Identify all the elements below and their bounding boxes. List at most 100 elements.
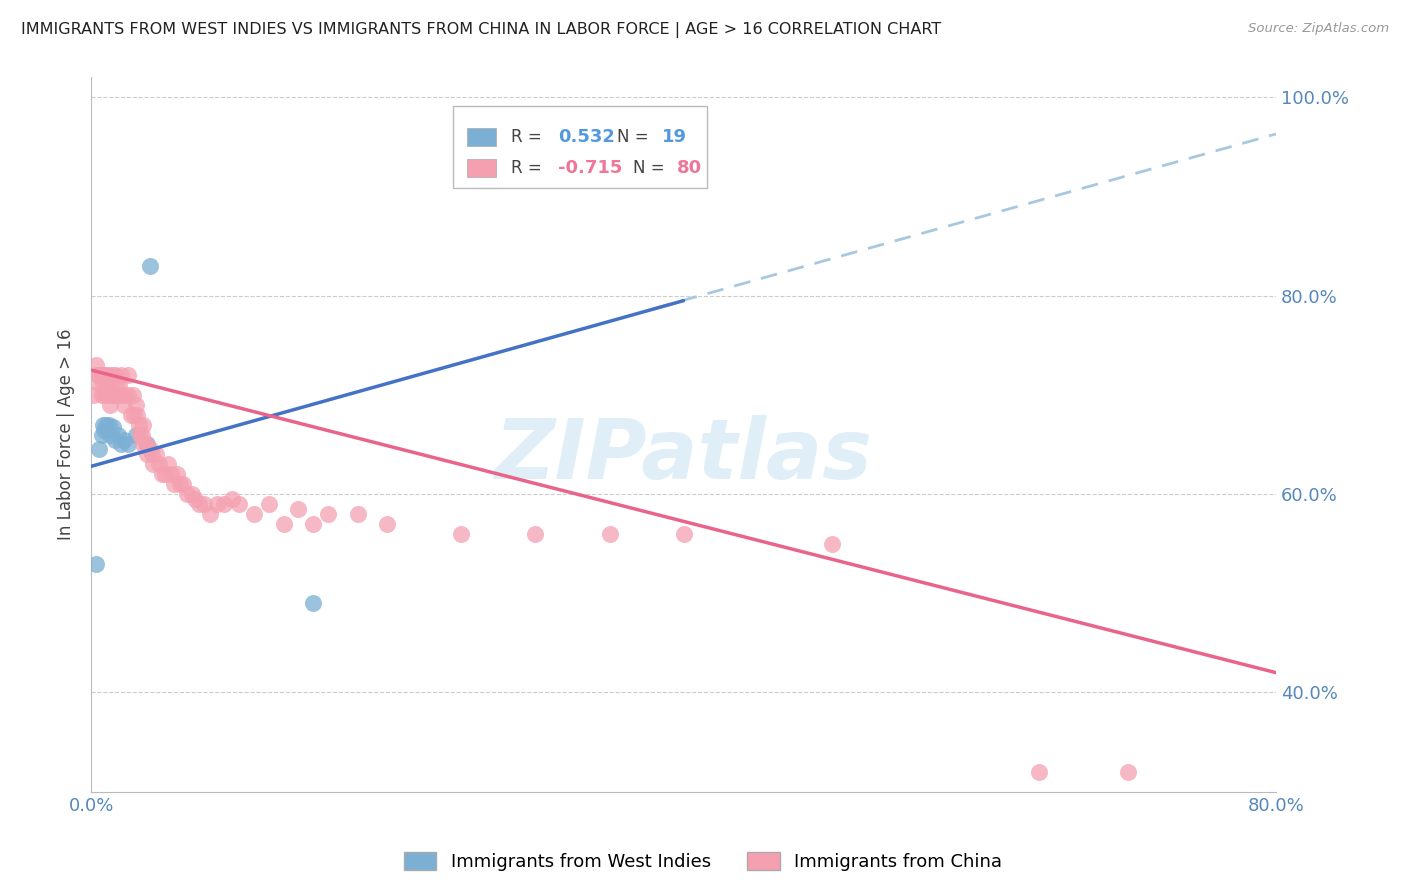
Text: 0.532: 0.532	[558, 128, 614, 146]
Point	[205, 497, 228, 511]
Point	[157, 458, 180, 472]
Point	[117, 388, 139, 402]
Point	[377, 516, 399, 531]
Point	[90, 388, 112, 402]
Point	[110, 368, 132, 382]
Point	[104, 368, 127, 382]
Point	[114, 388, 136, 402]
Point	[84, 358, 107, 372]
Point	[188, 497, 211, 511]
Point	[91, 417, 114, 432]
Point	[136, 447, 159, 461]
Point	[166, 467, 188, 482]
Text: Source: ZipAtlas.com: Source: ZipAtlas.com	[1249, 22, 1389, 36]
Point	[103, 388, 125, 402]
Text: 80: 80	[676, 159, 702, 177]
Point	[104, 433, 127, 447]
Point	[221, 491, 243, 506]
FancyBboxPatch shape	[453, 106, 707, 188]
Point	[110, 388, 132, 402]
Point	[93, 423, 115, 437]
Point	[97, 417, 120, 432]
Text: N =: N =	[617, 128, 654, 146]
Point	[228, 497, 250, 511]
Point	[97, 378, 120, 392]
Point	[94, 368, 117, 382]
Point	[100, 398, 122, 412]
Point	[129, 427, 152, 442]
Text: ZIPatlas: ZIPatlas	[495, 416, 873, 497]
Text: -0.715: -0.715	[558, 159, 623, 177]
Point	[104, 388, 127, 402]
Point	[136, 437, 159, 451]
Point	[169, 477, 191, 491]
Point	[180, 487, 202, 501]
Point	[107, 388, 129, 402]
Point	[89, 378, 111, 392]
Point	[1116, 764, 1139, 779]
Point	[672, 526, 695, 541]
Point	[198, 507, 221, 521]
Point	[135, 437, 157, 451]
Point	[124, 398, 146, 412]
Point	[97, 368, 120, 382]
Point	[599, 526, 621, 541]
Point	[287, 502, 309, 516]
Point	[112, 433, 135, 447]
Point	[110, 437, 132, 451]
Point	[141, 447, 163, 461]
Point	[160, 467, 183, 482]
Point	[121, 388, 143, 402]
Point	[124, 427, 146, 442]
Point	[450, 526, 472, 541]
Point	[257, 497, 280, 511]
Point	[117, 437, 139, 451]
Point	[243, 507, 266, 521]
Point	[125, 408, 148, 422]
Point	[193, 497, 215, 511]
Point	[103, 419, 125, 434]
Point	[107, 427, 129, 442]
Point	[302, 596, 325, 610]
Point	[1028, 764, 1050, 779]
Text: IMMIGRANTS FROM WEST INDIES VS IMMIGRANTS FROM CHINA IN LABOR FORCE | AGE > 16 C: IMMIGRANTS FROM WEST INDIES VS IMMIGRANT…	[21, 22, 942, 38]
Point	[108, 378, 131, 392]
Point	[90, 427, 112, 442]
Point	[346, 507, 368, 521]
Point	[101, 388, 124, 402]
Point	[128, 417, 150, 432]
Point	[132, 437, 155, 451]
Point	[94, 417, 117, 432]
Point	[821, 537, 844, 551]
Text: R =: R =	[510, 128, 547, 146]
Point	[94, 378, 117, 392]
Point	[120, 408, 142, 422]
Point	[139, 259, 162, 273]
Point	[145, 447, 167, 461]
Point	[139, 442, 162, 457]
Point	[105, 378, 128, 392]
Point	[184, 491, 207, 506]
Point	[132, 417, 155, 432]
Text: 19: 19	[662, 128, 688, 146]
Text: R =: R =	[510, 159, 547, 177]
Point	[148, 458, 170, 472]
FancyBboxPatch shape	[467, 128, 496, 146]
Point	[142, 458, 165, 472]
Point	[176, 487, 198, 501]
Point	[96, 423, 118, 437]
Point	[87, 442, 110, 457]
Point	[87, 368, 110, 382]
Point	[172, 477, 194, 491]
Point	[103, 368, 125, 382]
Point	[93, 388, 115, 402]
Point	[117, 368, 139, 382]
Text: N =: N =	[633, 159, 669, 177]
Point	[91, 378, 114, 392]
Point	[153, 467, 176, 482]
Point	[131, 427, 153, 442]
Point	[316, 507, 339, 521]
Point	[302, 516, 325, 531]
Point	[86, 368, 108, 382]
Point	[214, 497, 236, 511]
